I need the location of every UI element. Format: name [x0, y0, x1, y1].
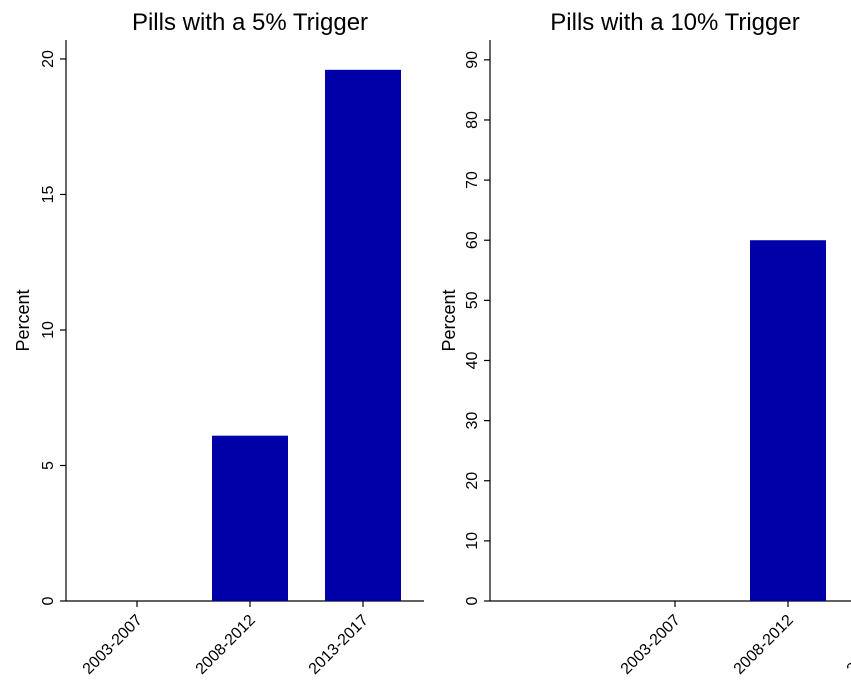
y-tick-label: 0: [464, 596, 481, 605]
y-tick-label: 50: [464, 291, 481, 309]
y-axis-label: Percent: [439, 289, 459, 351]
chart-10-percent-trigger: Pills with a 10% Trigger Percent 0 10 20 30 40…: [439, 9, 851, 678]
chart-title: Pills with a 10% Trigger: [550, 9, 799, 36]
y-tick-label: 90: [464, 51, 481, 69]
y-tick-label: 70: [464, 171, 481, 189]
y-tick-label: 0: [40, 596, 57, 605]
y-tick-label: 30: [464, 412, 481, 430]
bar-2008-2012: [750, 240, 826, 601]
y-tick-label: 10: [40, 321, 57, 339]
y-tick-label: 20: [40, 50, 57, 68]
x-tick-label: 2003-2007: [80, 612, 146, 678]
x-tick-label: 2013-2017: [306, 612, 372, 678]
y-axis-label: Percent: [13, 289, 33, 351]
y-tick-label: 20: [464, 472, 481, 490]
bar-2008-2012: [212, 435, 288, 601]
x-tick-label: 2013-2017: [844, 612, 851, 678]
chart-title: Pills with a 5% Trigger: [132, 9, 368, 36]
y-tick-label: 5: [40, 461, 57, 470]
x-tick-label: 2008-2012: [193, 612, 259, 678]
y-tick-label: 10: [464, 532, 481, 550]
x-tick-label: 2003-2007: [618, 612, 684, 678]
y-tick-label: 15: [40, 185, 57, 203]
y-tick-label: 40: [464, 351, 481, 369]
y-tick-label: 60: [464, 231, 481, 249]
y-tick-label: 80: [464, 111, 481, 129]
chart-5-percent-trigger: Pills with a 5% Trigger Percent 0 5 10 15 20 20…: [13, 9, 424, 678]
x-tick-label: 2008-2012: [731, 612, 797, 678]
bar-2013-2017: [325, 69, 401, 602]
